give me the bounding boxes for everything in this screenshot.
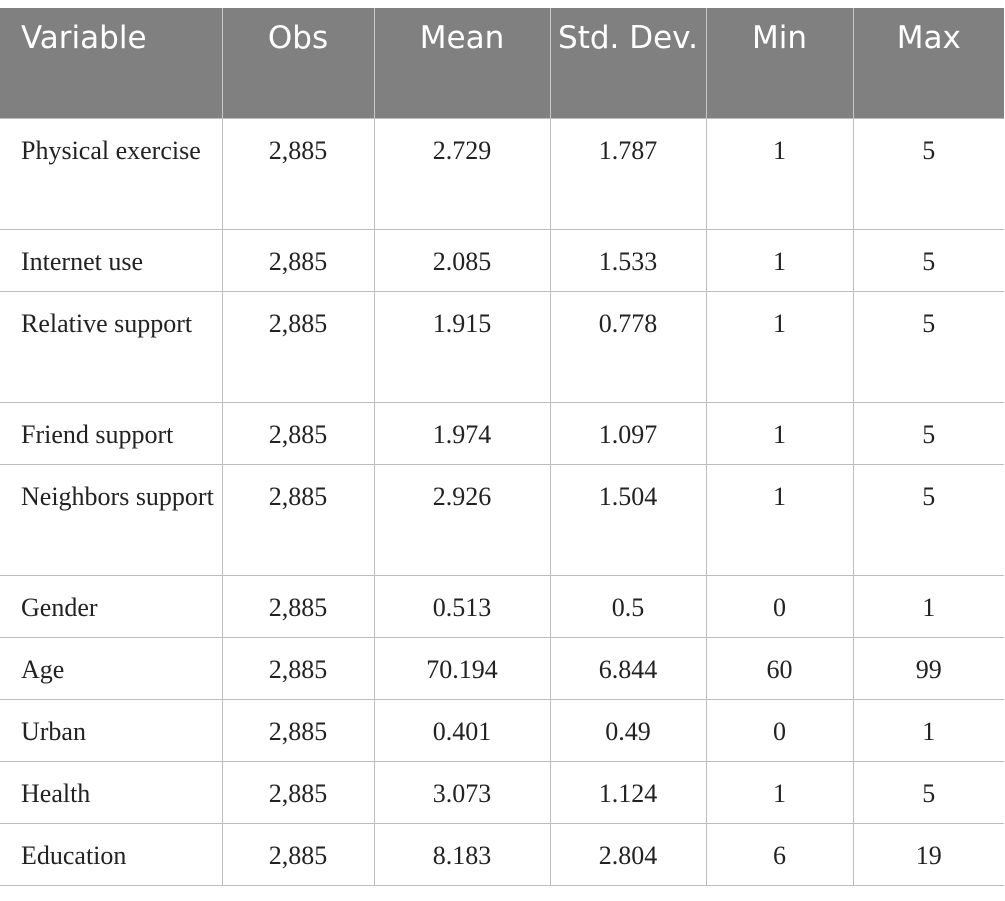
cell-obs: 2,885 (221, 463, 375, 576)
cell-variable: Neighbors support (0, 463, 223, 576)
cell-obs: 2,885 (221, 636, 375, 700)
cell-mean: 70.194 (373, 636, 551, 700)
cell-std-dev: 0.49 (549, 698, 707, 762)
cell-min: 1 (705, 228, 854, 292)
cell-mean: 8.183 (373, 822, 551, 886)
header-obs: Obs (221, 8, 375, 118)
cell-max: 5 (852, 228, 1004, 292)
header-variable: Variable (0, 8, 223, 118)
cell-variable: Education (0, 822, 223, 886)
table-row: Health 2,885 3.073 1.124 1 5 (0, 760, 1004, 824)
cell-min: 1 (705, 290, 854, 403)
cell-mean: 3.073 (373, 760, 551, 824)
cell-std-dev: 1.533 (549, 228, 707, 292)
cell-std-dev: 6.844 (549, 636, 707, 700)
cell-std-dev: 0.5 (549, 574, 707, 638)
cell-obs: 2,885 (221, 290, 375, 403)
cell-mean: 2.085 (373, 228, 551, 292)
table-row: Education 2,885 8.183 2.804 6 19 (0, 822, 1004, 886)
cell-std-dev: 0.778 (549, 290, 707, 403)
cell-variable: Relative support (0, 290, 223, 403)
table-row: Gender 2,885 0.513 0.5 0 1 (0, 574, 1004, 638)
cell-std-dev: 1.097 (549, 401, 707, 465)
table-row: Friend support 2,885 1.974 1.097 1 5 (0, 401, 1004, 465)
cell-obs: 2,885 (221, 760, 375, 824)
table-row: Age 2,885 70.194 6.844 60 99 (0, 636, 1004, 700)
cell-min: 0 (705, 698, 854, 762)
cell-mean: 2.729 (373, 117, 551, 230)
cell-mean: 1.915 (373, 290, 551, 403)
cell-std-dev: 1.124 (549, 760, 707, 824)
header-std-dev: Std. Dev. (549, 8, 707, 118)
cell-mean: 0.401 (373, 698, 551, 762)
cell-variable: Gender (0, 574, 223, 638)
table-row: Internet use 2,885 2.085 1.533 1 5 (0, 228, 1004, 292)
header-max: Max (852, 8, 1004, 118)
table-body: Physical exercise 2,885 2.729 1.787 1 5 … (0, 117, 1004, 886)
cell-variable: Urban (0, 698, 223, 762)
descriptive-statistics-table: Variable Obs Mean Std. Dev. Min Max Phys… (0, 8, 1004, 886)
cell-min: 1 (705, 401, 854, 465)
header-min: Min (705, 8, 854, 118)
table-header: Variable Obs Mean Std. Dev. Min Max (0, 8, 1004, 118)
cell-mean: 1.974 (373, 401, 551, 465)
cell-obs: 2,885 (221, 228, 375, 292)
cell-std-dev: 1.504 (549, 463, 707, 576)
table-row: Neighbors support 2,885 2.926 1.504 1 5 (0, 463, 1004, 576)
cell-max: 5 (852, 290, 1004, 403)
header-mean: Mean (373, 8, 551, 118)
cell-max: 5 (852, 401, 1004, 465)
cell-min: 1 (705, 760, 854, 824)
table-row: Physical exercise 2,885 2.729 1.787 1 5 (0, 117, 1004, 230)
cell-min: 1 (705, 463, 854, 576)
cell-max: 19 (852, 822, 1004, 886)
cell-min: 0 (705, 574, 854, 638)
cell-obs: 2,885 (221, 698, 375, 762)
cell-obs: 2,885 (221, 822, 375, 886)
cell-max: 99 (852, 636, 1004, 700)
cell-mean: 2.926 (373, 463, 551, 576)
table-row: Urban 2,885 0.401 0.49 0 1 (0, 698, 1004, 762)
cell-min: 60 (705, 636, 854, 700)
header-row: Variable Obs Mean Std. Dev. Min Max (0, 8, 1004, 118)
cell-variable: Friend support (0, 401, 223, 465)
cell-variable: Physical exercise (0, 117, 223, 230)
cell-obs: 2,885 (221, 574, 375, 638)
cell-obs: 2,885 (221, 401, 375, 465)
cell-mean: 0.513 (373, 574, 551, 638)
cell-max: 1 (852, 698, 1004, 762)
cell-std-dev: 1.787 (549, 117, 707, 230)
cell-variable: Internet use (0, 228, 223, 292)
cell-max: 5 (852, 463, 1004, 576)
cell-max: 5 (852, 760, 1004, 824)
cell-max: 5 (852, 117, 1004, 230)
cell-variable: Health (0, 760, 223, 824)
cell-max: 1 (852, 574, 1004, 638)
cell-obs: 2,885 (221, 117, 375, 230)
cell-min: 6 (705, 822, 854, 886)
cell-variable: Age (0, 636, 223, 700)
cell-std-dev: 2.804 (549, 822, 707, 886)
cell-min: 1 (705, 117, 854, 230)
table-row: Relative support 2,885 1.915 0.778 1 5 (0, 290, 1004, 403)
